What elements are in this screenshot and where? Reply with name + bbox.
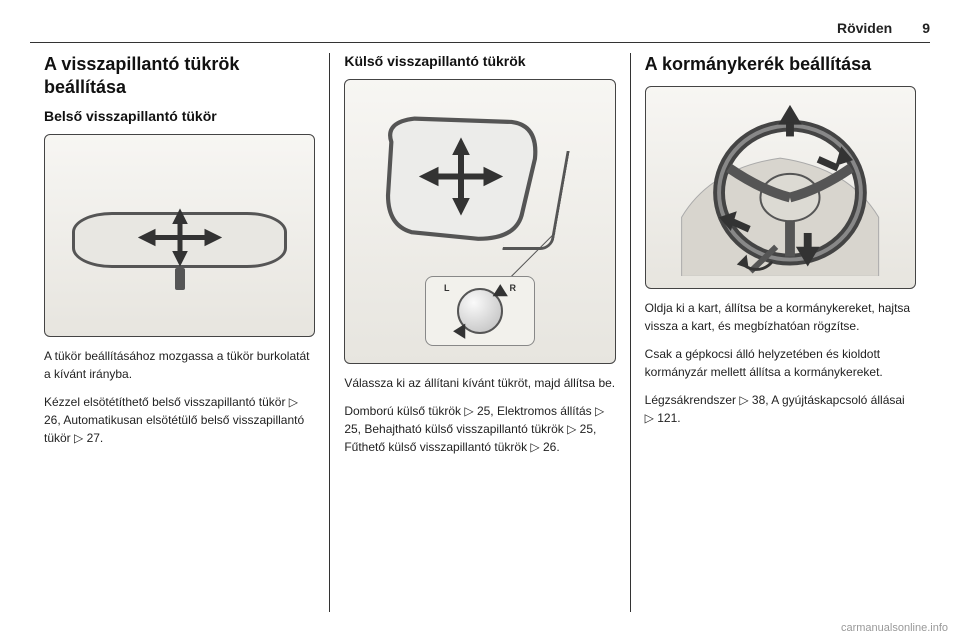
col3-heading: A kormánykerék beállítása (645, 53, 916, 76)
column-3: A kormánykerék beállítása (630, 53, 930, 612)
chapter-title: Röviden (837, 20, 892, 36)
steering-wheel-figure (645, 86, 916, 289)
col1-para2: Kézzel elsötétíthető belső visszapillant… (44, 393, 315, 447)
col2-subheading: Külső visszapillantó tükrök (344, 53, 615, 69)
mirror-switch-panel: L R (425, 276, 535, 346)
four-way-arrows-icon (135, 207, 225, 272)
mirror-adjust-knob (457, 288, 503, 334)
exterior-mirror-figure: L R (344, 79, 615, 364)
col1-subheading: Belső visszapillantó tükör (44, 108, 315, 124)
column-2: Külső visszapillantó tükrök (329, 53, 629, 612)
steering-wheel-shape (667, 99, 893, 276)
col3-para3: Légzsákrendszer ▷ 38, A gyújtáskapcsoló … (645, 391, 916, 427)
interior-mirror-figure (44, 134, 315, 337)
footer-site: carmanualsonline.info (841, 622, 948, 634)
col1-para1: A tükör beállításához mozgassa a tükör b… (44, 347, 315, 383)
page-number: 9 (922, 20, 930, 36)
column-1: A visszapillantó tükrök beállítása Belső… (30, 53, 329, 612)
page-header: Röviden 9 (30, 20, 930, 43)
col1-heading: A visszapillantó tükrök beállítása (44, 53, 315, 98)
col3-para2: Csak a gépkocsi álló helyzetében és kiol… (645, 345, 916, 381)
col3-para1: Oldja ki a kart, állítsa be a kormányker… (645, 299, 916, 335)
interior-mirror-shape (72, 212, 287, 268)
content-columns: A visszapillantó tükrök beállítása Belső… (30, 53, 930, 612)
col2-para2: Domború külső tükrök ▷ 25, Elektromos ál… (344, 402, 615, 456)
col2-para1: Válassza ki az állítani kívánt tükröt, m… (344, 374, 615, 392)
